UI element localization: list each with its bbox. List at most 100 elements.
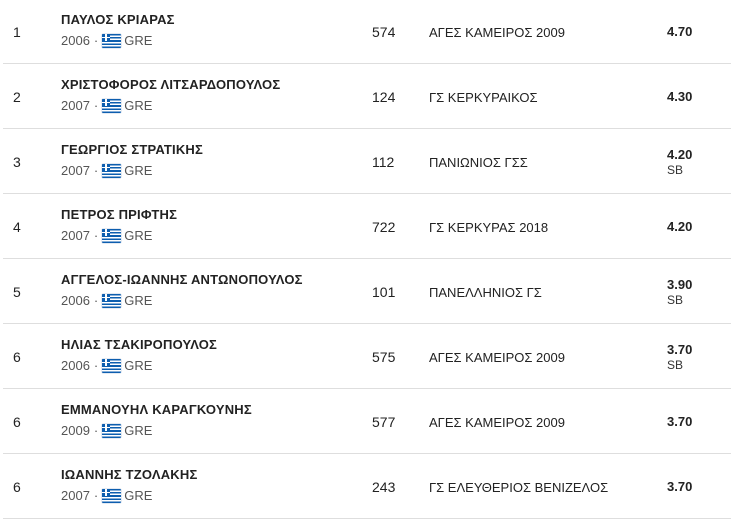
country-code: GRE bbox=[124, 33, 153, 48]
athlete-name[interactable]: ΗΛΙΑΣ ΤΣΑΚΙΡΟΠΟΥΛΟΣ bbox=[61, 337, 218, 352]
table-row[interactable]: 1 ΠΑΥΛΟΣ ΚΡΙΑΡΑΣ 2006 · GRE 574 ΑΓΕΣ ΚΑΜ… bbox=[3, 0, 731, 64]
athlete-meta: 2007 · GRE bbox=[61, 228, 177, 243]
country-code: GRE bbox=[124, 163, 153, 178]
separator: · bbox=[93, 163, 99, 178]
table-row[interactable]: 2 ΧΡΙΣΤΟΦΟΡΟΣ ΛΙΤΣΑΡΔΟΠΟΥΛΟΣ 2007 · GRE … bbox=[3, 65, 731, 129]
athlete-cell: ΧΡΙΣΤΟΦΟΡΟΣ ΛΙΤΣΑΡΔΟΠΟΥΛΟΣ 2007 · GRE bbox=[61, 77, 280, 113]
club-name: ΑΓΕΣ ΚΑΜΕΙΡΟΣ 2009 bbox=[429, 350, 565, 365]
club-name: ΑΓΕΣ ΚΑΜΕΙΡΟΣ 2009 bbox=[429, 415, 565, 430]
separator: · bbox=[93, 98, 99, 113]
bib-number: 101 bbox=[372, 284, 396, 300]
bib-number: 575 bbox=[372, 349, 396, 365]
greece-flag-icon bbox=[102, 163, 122, 178]
athlete-cell: ΓΕΩΡΓΙΟΣ ΣΤΡΑΤΙΚΗΣ 2007 · GRE bbox=[61, 142, 203, 178]
separator: · bbox=[93, 33, 99, 48]
table-row[interactable]: 6 ΕΜΜΑΝΟΥΗΛ ΚΑΡΑΓΚΟΥΝΗΣ 2009 · GRE 577 Α… bbox=[3, 390, 731, 454]
mark-value: 4.30 bbox=[667, 89, 693, 104]
country-code: GRE bbox=[124, 423, 153, 438]
athlete-name[interactable]: ΙΩΑΝΝΗΣ ΤΖΟΛΑΚΗΣ bbox=[61, 467, 198, 482]
birth-year: 2007 bbox=[61, 228, 90, 243]
country-code: GRE bbox=[124, 293, 153, 308]
mark-value: 3.70 bbox=[667, 414, 693, 429]
rank: 1 bbox=[13, 24, 21, 40]
mark-value: 4.20 bbox=[667, 219, 693, 234]
birth-year: 2007 bbox=[61, 488, 90, 503]
rank: 6 bbox=[13, 479, 21, 495]
mark-cell: 3.90 SB bbox=[667, 260, 692, 324]
athlete-meta: 2006 · GRE bbox=[61, 358, 217, 373]
club-name: ΓΣ ΚΕΡΚΥΡΑΣ 2018 bbox=[429, 220, 549, 235]
athlete-name[interactable]: ΠΑΥΛΟΣ ΚΡΙΑΡΑΣ bbox=[61, 12, 175, 27]
athlete-meta: 2007 · GRE bbox=[61, 163, 203, 178]
results-table: 1 ΠΑΥΛΟΣ ΚΡΙΑΡΑΣ 2006 · GRE 574 ΑΓΕΣ ΚΑΜ… bbox=[3, 0, 735, 519]
athlete-cell: ΕΜΜΑΝΟΥΗΛ ΚΑΡΑΓΚΟΥΝΗΣ 2009 · GRE bbox=[61, 402, 252, 438]
greece-flag-icon bbox=[102, 293, 122, 308]
mark-cell: 3.70 bbox=[667, 455, 692, 519]
athlete-meta: 2006 · GRE bbox=[61, 293, 303, 308]
mark-value: 4.70 bbox=[667, 24, 693, 39]
country-code: GRE bbox=[124, 228, 153, 243]
country-code: GRE bbox=[124, 358, 153, 373]
rank: 6 bbox=[13, 414, 21, 430]
table-row[interactable]: 3 ΓΕΩΡΓΙΟΣ ΣΤΡΑΤΙΚΗΣ 2007 · GRE 112 ΠΑΝΙ… bbox=[3, 130, 731, 194]
separator: · bbox=[93, 358, 99, 373]
mark-cell: 3.70 bbox=[667, 390, 692, 454]
rank: 5 bbox=[13, 284, 21, 300]
athlete-cell: ΠΑΥΛΟΣ ΚΡΙΑΡΑΣ 2006 · GRE bbox=[61, 12, 175, 48]
country-code: GRE bbox=[124, 488, 153, 503]
table-row[interactable]: 5 ΑΓΓΕΛΟΣ-ΙΩΑΝΝΗΣ ΑΝΤΩΝΟΠΟΥΛΟΣ 2006 · GR… bbox=[3, 260, 731, 324]
athlete-name[interactable]: ΓΕΩΡΓΙΟΣ ΣΤΡΑΤΙΚΗΣ bbox=[61, 142, 204, 157]
club-name: ΑΓΕΣ ΚΑΜΕΙΡΟΣ 2009 bbox=[429, 25, 565, 40]
athlete-cell: ΠΕΤΡΟΣ ΠΡΙΦΤΗΣ 2007 · GRE bbox=[61, 207, 177, 243]
mark-cell: 4.70 bbox=[667, 0, 692, 64]
birth-year: 2006 bbox=[61, 33, 90, 48]
athlete-name[interactable]: ΠΕΤΡΟΣ ΠΡΙΦΤΗΣ bbox=[61, 207, 178, 222]
mark-value: 4.20 bbox=[667, 147, 693, 162]
club-name: ΠΑΝΙΩΝΙΟΣ ΓΣΣ bbox=[429, 155, 528, 170]
greece-flag-icon bbox=[102, 228, 122, 243]
athlete-meta: 2007 · GRE bbox=[61, 488, 197, 503]
greece-flag-icon bbox=[102, 488, 122, 503]
athlete-cell: ΙΩΑΝΝΗΣ ΤΖΟΛΑΚΗΣ 2007 · GRE bbox=[61, 467, 197, 503]
birth-year: 2009 bbox=[61, 423, 90, 438]
season-best-badge: SB bbox=[667, 293, 684, 307]
mark-cell: 4.20 bbox=[667, 195, 692, 259]
rank: 4 bbox=[13, 219, 21, 235]
rank: 6 bbox=[13, 349, 21, 365]
greece-flag-icon bbox=[102, 358, 122, 373]
separator: · bbox=[93, 488, 99, 503]
mark-cell: 4.20 SB bbox=[667, 130, 692, 194]
athlete-name[interactable]: ΧΡΙΣΤΟΦΟΡΟΣ ΛΙΤΣΑΡΔΟΠΟΥΛΟΣ bbox=[61, 77, 281, 92]
table-row[interactable]: 6 ΙΩΑΝΝΗΣ ΤΖΟΛΑΚΗΣ 2007 · GRE 243 ΓΣ ΕΛΕ… bbox=[3, 455, 731, 519]
birth-year: 2006 bbox=[61, 293, 90, 308]
greece-flag-icon bbox=[102, 33, 122, 48]
separator: · bbox=[93, 423, 99, 438]
athlete-name[interactable]: ΕΜΜΑΝΟΥΗΛ ΚΑΡΑΓΚΟΥΝΗΣ bbox=[61, 402, 252, 417]
birth-year: 2007 bbox=[61, 163, 90, 178]
separator: · bbox=[93, 228, 99, 243]
greece-flag-icon bbox=[102, 98, 122, 113]
mark-value: 3.90 bbox=[667, 277, 693, 292]
mark-value: 3.70 bbox=[667, 342, 693, 357]
rank: 2 bbox=[13, 89, 21, 105]
bib-number: 124 bbox=[372, 89, 396, 105]
club-name: ΓΣ ΚΕΡΚΥΡΑΙΚΟΣ bbox=[429, 90, 538, 105]
athlete-cell: ΗΛΙΑΣ ΤΣΑΚΙΡΟΠΟΥΛΟΣ 2006 · GRE bbox=[61, 337, 217, 373]
bib-number: 722 bbox=[372, 219, 396, 235]
greece-flag-icon bbox=[102, 423, 122, 438]
athlete-name[interactable]: ΑΓΓΕΛΟΣ-ΙΩΑΝΝΗΣ ΑΝΤΩΝΟΠΟΥΛΟΣ bbox=[61, 272, 303, 287]
rank: 3 bbox=[13, 154, 21, 170]
table-row[interactable]: 6 ΗΛΙΑΣ ΤΣΑΚΙΡΟΠΟΥΛΟΣ 2006 · GRE 575 ΑΓΕ… bbox=[3, 325, 731, 389]
club-name: ΠΑΝΕΛΛΗΝΙΟΣ ΓΣ bbox=[429, 285, 542, 300]
athlete-meta: 2006 · GRE bbox=[61, 33, 175, 48]
mark-cell: 4.30 bbox=[667, 65, 692, 129]
bib-number: 574 bbox=[372, 24, 396, 40]
bib-number: 243 bbox=[372, 479, 396, 495]
mark-cell: 3.70 SB bbox=[667, 325, 692, 389]
athlete-cell: ΑΓΓΕΛΟΣ-ΙΩΑΝΝΗΣ ΑΝΤΩΝΟΠΟΥΛΟΣ 2006 · GRE bbox=[61, 272, 303, 308]
season-best-badge: SB bbox=[667, 358, 684, 372]
mark-value: 3.70 bbox=[667, 479, 693, 494]
birth-year: 2006 bbox=[61, 358, 90, 373]
table-row[interactable]: 4 ΠΕΤΡΟΣ ΠΡΙΦΤΗΣ 2007 · GRE 722 ΓΣ ΚΕΡΚΥ… bbox=[3, 195, 731, 259]
season-best-badge: SB bbox=[667, 163, 684, 177]
